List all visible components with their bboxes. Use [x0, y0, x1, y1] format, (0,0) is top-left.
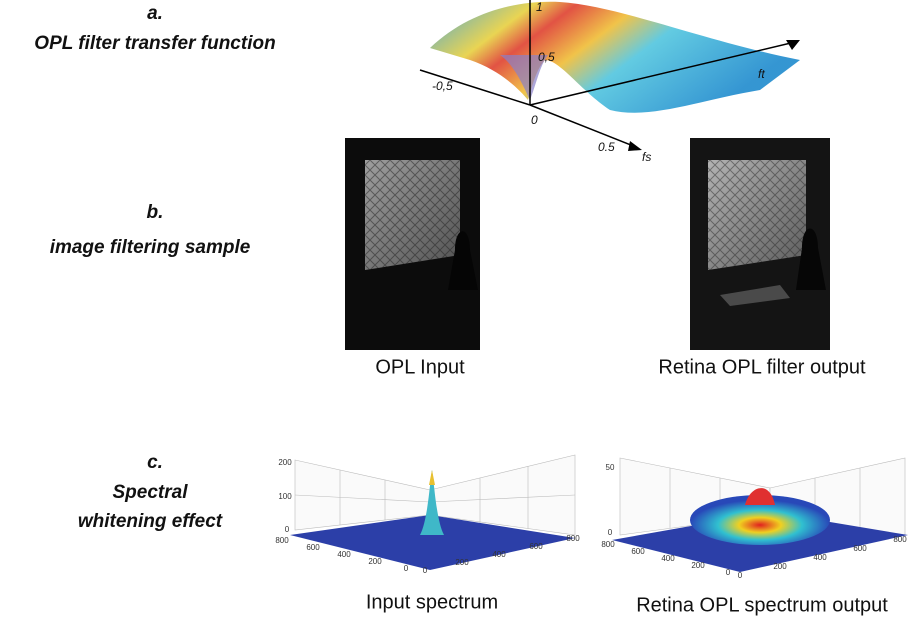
y-tick-label: 400	[661, 554, 675, 563]
y-tick-label: 0	[404, 564, 409, 573]
y-tick-label: 200	[691, 561, 705, 570]
y-tick-label: 200	[368, 557, 382, 566]
z-tick-label: 0	[608, 528, 613, 537]
output-spectrum-plot	[612, 457, 908, 572]
axis-label: 0,5	[538, 50, 555, 64]
y-tick-label: 800	[275, 536, 289, 545]
axis-label: 1	[536, 0, 543, 14]
plot-caption: Retina OPL spectrum output	[636, 594, 888, 616]
y-tick-label: 600	[631, 547, 645, 556]
y-tick-label: 0	[726, 568, 731, 577]
z-tick-label: 50	[606, 463, 615, 472]
x-tick-label: 0	[423, 566, 428, 575]
panel-caption: OPL filter transfer function	[34, 33, 275, 54]
x-tick-label: 200	[773, 562, 787, 571]
panel-letter: c.	[147, 452, 163, 473]
input-image	[345, 138, 480, 350]
y-tick-label: 800	[601, 540, 615, 549]
x-tick-label: 400	[813, 553, 827, 562]
z-tick-label: 100	[278, 492, 292, 501]
image-caption: Retina OPL filter output	[658, 356, 866, 378]
x-tick-label: 400	[492, 550, 506, 559]
panel-letter: a.	[147, 3, 163, 24]
z-tick-label: 0	[285, 525, 290, 534]
axis-label: 0	[531, 113, 538, 127]
x-tick-label: 0	[738, 571, 743, 580]
x-tick-label: 800	[893, 535, 907, 544]
input-spectrum-plot	[290, 454, 576, 570]
panel-caption: whitening effect	[78, 511, 223, 532]
axis-label: ft	[758, 67, 765, 81]
x-tick-label: 200	[455, 558, 469, 567]
y-tick-label: 400	[337, 550, 351, 559]
axis-label: fs	[642, 150, 651, 164]
output-image	[690, 138, 830, 350]
plot-caption: Input spectrum	[366, 591, 498, 613]
axis-label: -0,5	[432, 79, 453, 93]
axis-label: 0.5	[598, 140, 615, 154]
x-tick-label: 800	[566, 534, 580, 543]
image-caption: OPL Input	[375, 356, 465, 378]
transfer-surface	[419, 0, 800, 151]
x-tick-label: 600	[853, 544, 867, 553]
panel-letter: b.	[147, 202, 164, 223]
x-tick-label: 600	[529, 542, 543, 551]
panel-caption: Spectral	[113, 482, 189, 503]
z-tick-label: 200	[278, 458, 292, 467]
panel-caption: image filtering sample	[50, 237, 251, 258]
y-tick-label: 600	[306, 543, 320, 552]
